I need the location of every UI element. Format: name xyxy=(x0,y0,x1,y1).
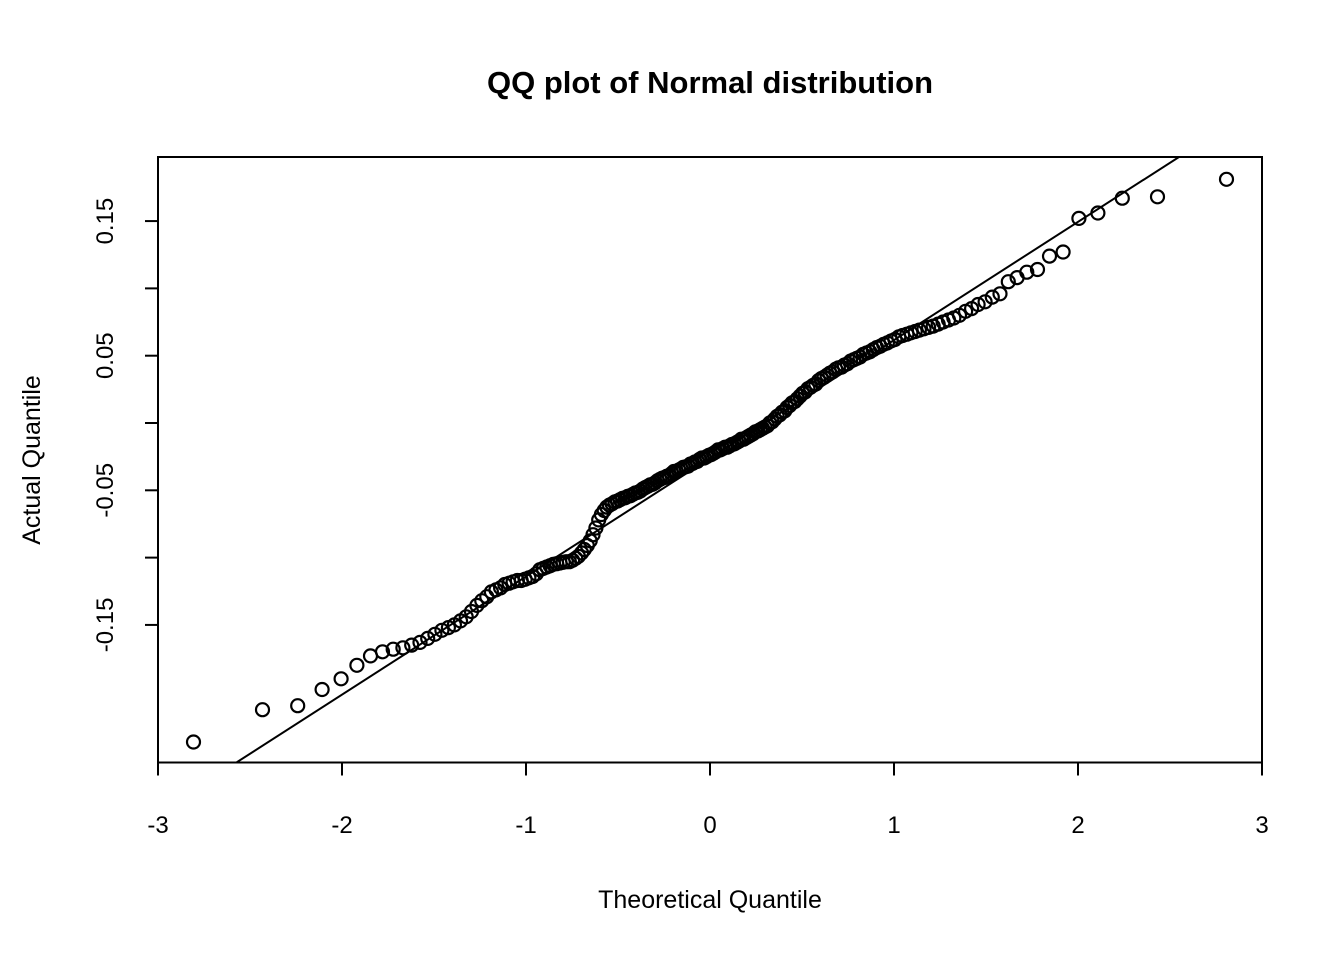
x-axis-title: Theoretical Quantile xyxy=(598,886,822,914)
x-tick-label: 3 xyxy=(1255,812,1268,839)
data-point xyxy=(1149,189,1166,205)
data-point xyxy=(254,702,271,718)
x-tick-label: -1 xyxy=(515,812,536,839)
x-tick-label: -3 xyxy=(147,812,168,839)
data-point xyxy=(349,657,365,673)
data-point xyxy=(185,734,202,750)
data-point xyxy=(970,296,986,313)
data-point xyxy=(374,644,391,660)
data-point xyxy=(1218,171,1235,187)
x-tick-label: 0 xyxy=(703,812,716,839)
chart-title: QQ plot of Normal distribution xyxy=(487,65,933,100)
data-point xyxy=(585,527,601,543)
data-point xyxy=(333,671,349,687)
data-point xyxy=(469,597,485,614)
data-point xyxy=(404,637,420,653)
y-tick-label: 0.05 xyxy=(92,332,119,379)
y-tick-label: -0.05 xyxy=(92,463,119,518)
data-point xyxy=(1114,190,1130,206)
data-point xyxy=(1041,248,1058,264)
data-point xyxy=(412,634,428,651)
data-point xyxy=(385,641,401,657)
y-tick-label: -0.15 xyxy=(92,598,119,653)
x-tick-label: 1 xyxy=(887,812,900,839)
data-point xyxy=(1055,244,1071,260)
data-point xyxy=(395,640,411,656)
y-axis-ticks: 0.15 0.05 -0.05 -0.15 xyxy=(92,198,158,653)
y-tick-label: 0.15 xyxy=(92,198,119,245)
data-point xyxy=(1019,264,1035,280)
data-point xyxy=(984,289,1000,305)
data-points xyxy=(185,171,1235,750)
data-point xyxy=(314,681,330,698)
data-point xyxy=(290,698,306,714)
x-tick-label: -2 xyxy=(331,812,352,839)
data-point xyxy=(1090,205,1106,221)
x-tick-label: 2 xyxy=(1071,812,1084,839)
data-point xyxy=(1029,261,1046,278)
data-point xyxy=(992,286,1008,302)
data-point xyxy=(1000,274,1016,290)
data-point xyxy=(493,580,509,596)
y-axis-title: Actual Quantile xyxy=(18,375,46,545)
data-point xyxy=(1071,210,1087,226)
data-point xyxy=(588,520,604,536)
x-axis-ticks: -3 -2 -1 0 1 2 3 xyxy=(147,762,1269,839)
plot-box xyxy=(157,156,1263,764)
